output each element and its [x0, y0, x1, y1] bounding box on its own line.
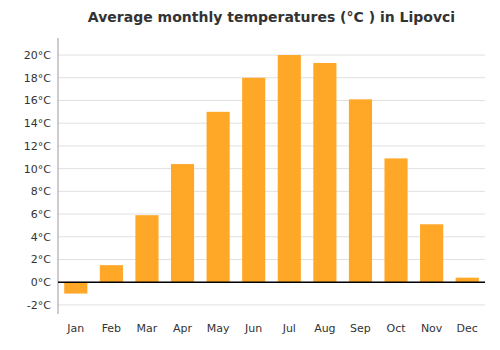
y-tick-label: 10°C [24, 163, 51, 176]
x-tick-label: May [207, 322, 230, 335]
title: Average monthly temperatures (°C ) in Li… [88, 9, 455, 25]
grid-line [58, 100, 485, 101]
bar [349, 99, 372, 282]
x-tick-label: Jan [66, 322, 84, 335]
y-tick-label: 18°C [24, 72, 51, 85]
x-tick-label: Oct [387, 322, 407, 335]
grid-line [58, 191, 485, 192]
bar [278, 55, 301, 282]
y-axis: -2°C 0°C 2°C 4°C 6°C 8°C 10°C 12°C 14°C 16°C 18°C 2… [24, 38, 58, 314]
x-tick-label: Nov [421, 322, 443, 335]
bar [207, 112, 230, 282]
bar [64, 282, 87, 293]
x-axis: Jan Feb Mar Apr May Jun Jul Aug Sep Oct Nov Dec [66, 322, 478, 335]
chart: Average monthly temperatures (°C ) in Li… [0, 0, 500, 350]
x-tick-label: Dec [457, 322, 478, 335]
grid-line [58, 282, 485, 283]
bar [384, 158, 407, 282]
bar [100, 265, 123, 282]
bar [135, 215, 158, 282]
x-tick-label: Sep [350, 322, 371, 335]
grid-line [58, 123, 485, 124]
y-tick-label: 6°C [31, 208, 51, 221]
bars [64, 55, 479, 294]
x-tick-label: Feb [102, 322, 121, 335]
y-axis-line [58, 38, 59, 314]
grid-line [58, 304, 485, 305]
y-tick-label: 16°C [24, 94, 51, 107]
x-tick-label: Aug [314, 322, 335, 335]
y-tick-label: 14°C [24, 117, 51, 130]
grid-line [58, 214, 485, 215]
bar [171, 164, 194, 282]
bar [420, 224, 443, 282]
y-tick-label: 20°C [24, 49, 51, 62]
zero-line [58, 281, 485, 283]
grid [58, 55, 485, 305]
bar [242, 78, 265, 282]
y-tick-label: 4°C [31, 231, 51, 244]
grid-line [58, 168, 485, 169]
y-tick-label: 8°C [31, 185, 51, 198]
x-tick-label: Apr [173, 322, 193, 335]
grid-line [58, 55, 485, 56]
y-tick-label: 12°C [24, 140, 51, 153]
x-tick-label: Jun [244, 322, 262, 335]
grid-line [58, 77, 485, 78]
grid-line [58, 145, 485, 146]
y-tick-label: 2°C [31, 253, 51, 266]
x-tick-label: Jul [282, 322, 296, 335]
chart-holder: Average monthly temperatures (°C ) in Li… [0, 0, 500, 350]
y-tick-label: -2°C [27, 299, 51, 312]
bar [313, 63, 336, 282]
x-tick-label: Mar [137, 322, 158, 335]
y-tick-label: 0°C [31, 276, 51, 289]
